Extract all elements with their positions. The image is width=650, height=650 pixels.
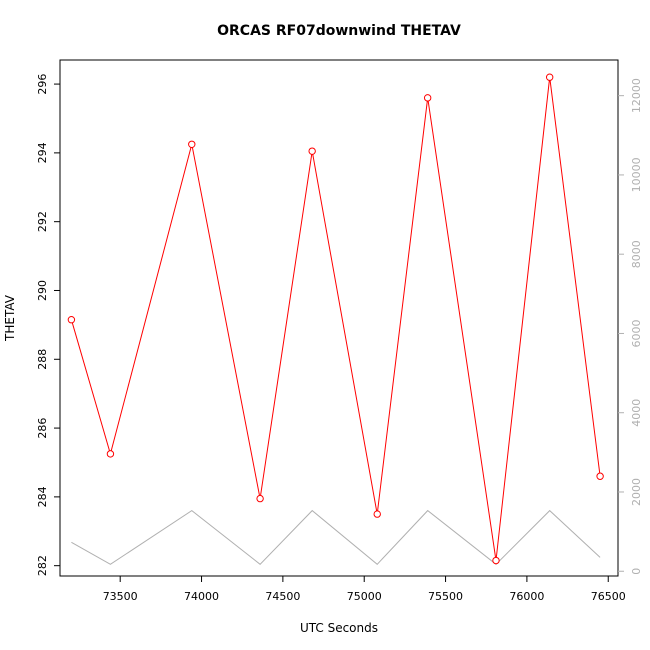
plot-frame — [59, 59, 619, 577]
x-tick-label: 74000 — [184, 590, 219, 603]
y-tick-label: 282 — [36, 555, 49, 576]
y2-tick-label: 10000 — [630, 157, 643, 192]
y2-tick-label: 4000 — [630, 399, 643, 427]
data-point — [106, 450, 115, 458]
y2-tick-label: 8000 — [630, 240, 643, 268]
x-tick-label: 73500 — [103, 590, 138, 603]
data-point — [545, 73, 554, 81]
x-tick-label: 75000 — [347, 590, 382, 603]
y-tick-label: 290 — [36, 280, 49, 301]
data-point — [596, 472, 604, 480]
y-tick-label: 294 — [36, 142, 49, 163]
data-point — [308, 147, 316, 155]
data-point — [492, 556, 500, 565]
y-axis-label: THETAV — [3, 294, 17, 342]
series-line-0 — [70, 77, 601, 561]
y-axis-left: 282 284 286 288 290 292 294 296 — [36, 74, 60, 576]
y-tick-label: 284 — [36, 486, 49, 507]
y-tick-label: 292 — [36, 211, 49, 232]
x-axis-label: UTC Seconds — [300, 621, 378, 635]
y2-tick-label: 2000 — [630, 478, 643, 506]
data-point — [373, 510, 381, 518]
x-axis: 73500 74000 74500 75000 75500 76000 76500 — [103, 576, 626, 603]
y-tick-label: 288 — [36, 349, 49, 370]
chart-title: ORCAS RF07downwind THETAV — [217, 23, 461, 39]
x-tick-label: 76500 — [591, 590, 626, 603]
y-axis-right: 0 2000 4000 6000 8000 10000 12000 — [618, 78, 643, 575]
y2-tick-label: 6000 — [630, 319, 643, 347]
data-point — [423, 94, 432, 102]
y2-tick-label: 0 — [630, 568, 643, 575]
x-tick-label: 76000 — [509, 590, 544, 603]
y-tick-label: 296 — [36, 74, 49, 95]
x-tick-label: 75500 — [428, 590, 463, 603]
y-tick-label: 286 — [36, 418, 49, 439]
data-point — [67, 316, 76, 324]
data-point — [256, 494, 264, 503]
x-tick-label: 74500 — [265, 590, 300, 603]
series-layer — [67, 73, 604, 565]
data-point — [188, 140, 196, 148]
y2-tick-label: 12000 — [630, 78, 643, 113]
series-line-1 — [71, 509, 601, 565]
